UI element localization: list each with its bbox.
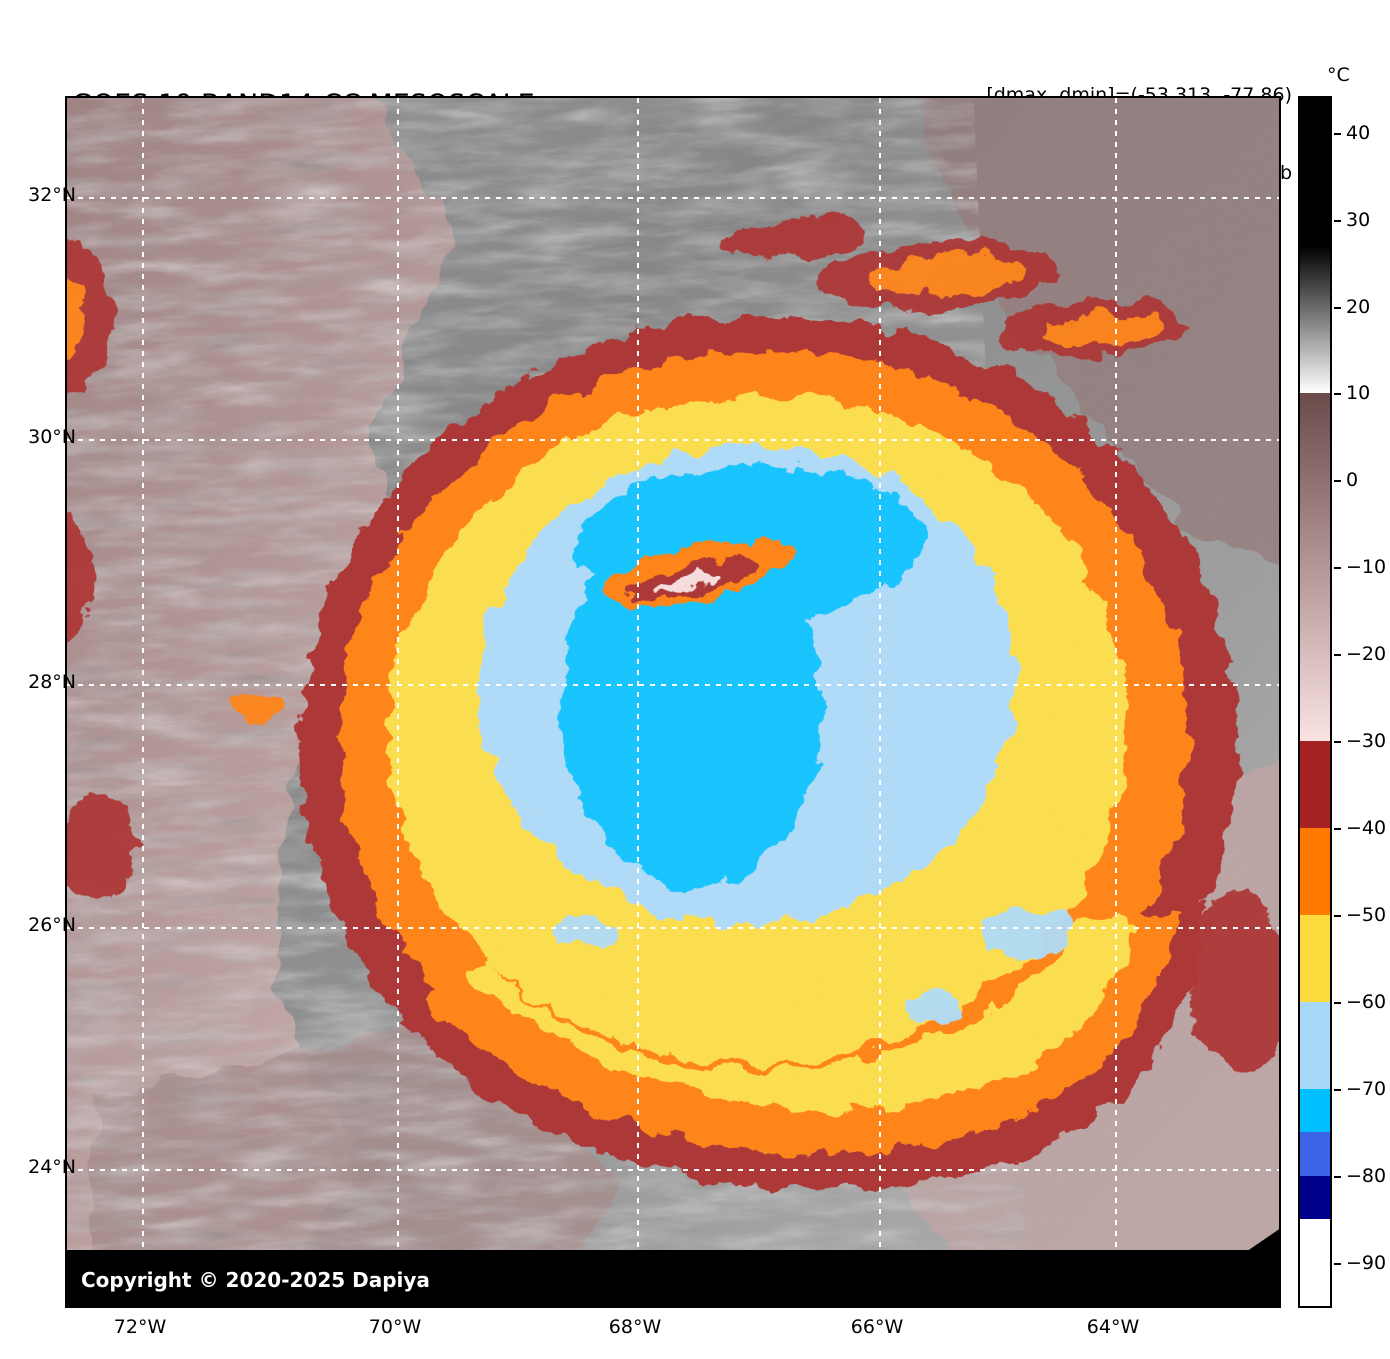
colorbar-band-10-to--30 bbox=[1300, 393, 1330, 742]
colorbar-ticklabel-0: 0 bbox=[1346, 469, 1359, 492]
colorbar-band--40-to--50 bbox=[1300, 828, 1330, 915]
colorbar-band--70-to--75 bbox=[1300, 1088, 1330, 1133]
colorbar-ticklabel--90: −90 bbox=[1346, 1251, 1387, 1274]
copyright-banner bbox=[67, 1250, 1279, 1306]
colorbar-ticklabel-20: 20 bbox=[1346, 295, 1371, 318]
colorbar-ticklabel--80: −80 bbox=[1346, 1164, 1387, 1187]
colorbar-band-27-to-10 bbox=[1300, 245, 1330, 394]
xtick-70w: 70°W bbox=[368, 1316, 422, 1338]
satellite-image-plot: Copyright © 2020-2025 Dapiya bbox=[65, 96, 1281, 1308]
colorbar-band--50-to--60 bbox=[1300, 914, 1330, 1002]
temperature-colorbar: 40 30 20 10 0 −10 −20 −30 −40 −50 −60 −70 −80 −90 bbox=[1298, 96, 1386, 1308]
colorbar-band--75-to--80 bbox=[1300, 1132, 1330, 1176]
colorbar-ticklabel--70: −70 bbox=[1346, 1077, 1387, 1100]
colorbar-ticklabel--30: −30 bbox=[1346, 730, 1387, 753]
colorbar-tickmark--30 bbox=[1334, 741, 1341, 744]
colorbar-ticklabel-30: 30 bbox=[1346, 208, 1371, 231]
colorbar-tickmark-30 bbox=[1334, 219, 1341, 222]
no-data-mask bbox=[1009, 1134, 1279, 1306]
colorbar-band--80-to--85 bbox=[1300, 1175, 1330, 1220]
colorbar-band--60-to--70 bbox=[1300, 1001, 1330, 1089]
colorbar-band-44-to-27 bbox=[1300, 98, 1330, 246]
colorbar-tickmark--10 bbox=[1334, 567, 1341, 570]
colorbar-tickmark-40 bbox=[1334, 132, 1341, 135]
ytick-24n: 24°N bbox=[28, 1156, 76, 1178]
colorbar-tickmark--50 bbox=[1334, 914, 1341, 917]
brightness-temperature-field bbox=[67, 98, 1279, 1306]
colorbar-tickmark-20 bbox=[1334, 306, 1341, 309]
colorbar-tickmark--40 bbox=[1334, 828, 1341, 830]
colorbar-band--85-to--95 bbox=[1300, 1219, 1330, 1306]
ytick-32n: 32°N bbox=[28, 184, 76, 206]
copyright-text: Copyright © 2020-2025 Dapiya bbox=[81, 1268, 430, 1292]
colorbar-tickmark-0 bbox=[1334, 480, 1341, 483]
colorbar-ticklabel-10: 10 bbox=[1346, 382, 1371, 405]
colorbar-tickmark--80 bbox=[1334, 1175, 1341, 1178]
colorbar-ticklabel--20: −20 bbox=[1346, 643, 1387, 666]
colorbar-band--30-to--40 bbox=[1300, 741, 1330, 828]
colorbar-ticklabel-40: 40 bbox=[1346, 121, 1371, 144]
colorbar-ticklabel--40: −40 bbox=[1346, 817, 1387, 839]
ytick-26n: 26°N bbox=[28, 914, 76, 936]
xtick-68w: 68°W bbox=[608, 1316, 662, 1338]
colorbar-tickmark--60 bbox=[1334, 1001, 1341, 1004]
colorbar-ticklabel--10: −10 bbox=[1346, 556, 1387, 579]
xtick-66w: 66°W bbox=[850, 1316, 904, 1338]
colorbar-units-label: °C bbox=[1327, 64, 1350, 86]
ytick-28n: 28°N bbox=[28, 671, 76, 693]
ytick-30n: 30°N bbox=[28, 426, 76, 448]
xtick-64w: 64°W bbox=[1086, 1316, 1140, 1338]
colorbar-tickmark--90 bbox=[1334, 1262, 1341, 1265]
xtick-72w: 72°W bbox=[113, 1316, 167, 1338]
colorbar-tickmark--70 bbox=[1334, 1088, 1341, 1091]
colorbar-tickmark--20 bbox=[1334, 654, 1341, 657]
colorbar-ticklabel--50: −50 bbox=[1346, 903, 1387, 926]
colorbar-tickmark-10 bbox=[1334, 393, 1341, 396]
satellite-swath bbox=[67, 98, 1279, 1306]
colorbar-ticklabel--60: −60 bbox=[1346, 990, 1387, 1013]
